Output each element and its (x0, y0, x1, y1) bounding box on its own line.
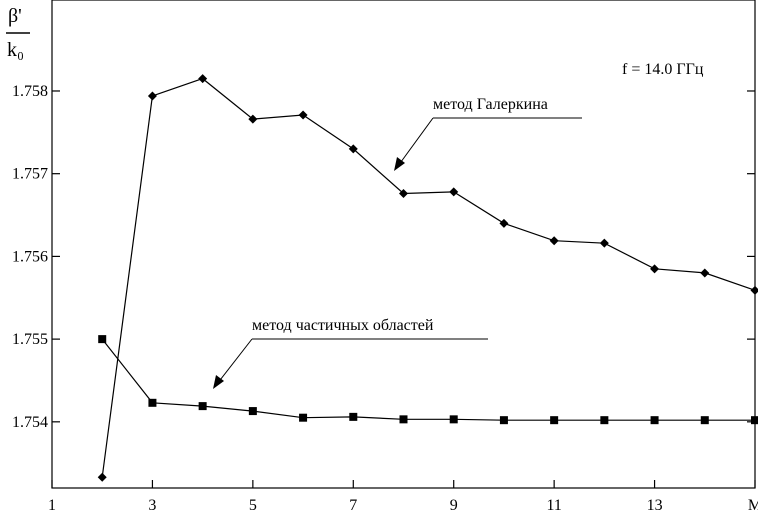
series-line-0 (101, 77, 756, 478)
galerkin-point (97, 472, 107, 482)
partial-domains-point (98, 335, 107, 344)
partial-domains-pointer-line (216, 338, 253, 385)
galerkin-point (549, 236, 559, 246)
partial-domains-point (198, 402, 207, 411)
y-axis-label-denominator: k₀ (7, 39, 24, 61)
galerkin-point (399, 189, 408, 199)
partial-domains-point (248, 407, 257, 416)
partial-domains-point (299, 413, 308, 422)
partial-domains-point (449, 415, 458, 424)
x-tick-label: 9 (450, 497, 458, 514)
galerkin-point (599, 238, 609, 248)
plot-frame (51, 0, 756, 489)
series-line-1 (101, 338, 755, 421)
galerkin-pointer-arrowhead (394, 157, 405, 171)
partial-domains-point (399, 415, 408, 424)
x-tick-label: M (748, 497, 758, 514)
partial-domains-point (499, 416, 508, 425)
x-tick-label: 13 (647, 497, 663, 514)
galerkin-point (147, 91, 157, 101)
galerkin-point (449, 187, 459, 197)
galerkin-point (248, 114, 258, 124)
partial-domains-series-label: метод частичных областей (252, 317, 434, 334)
y-tick-label: 1.754 (12, 414, 48, 431)
y-tick-label: 1.756 (12, 248, 48, 265)
y-tick-label: 1.758 (12, 83, 48, 100)
y-tick-label: 1.757 (12, 166, 48, 183)
partial-domains-point (600, 416, 609, 425)
galerkin-point (700, 268, 710, 278)
partial-domains-point (550, 416, 559, 425)
x-tick-label: 5 (249, 497, 257, 514)
partial-domains-point (349, 412, 358, 421)
galerkin-point (650, 264, 660, 274)
galerkin-point (298, 110, 308, 120)
x-tick-label: 3 (148, 497, 156, 514)
partial-domains-point (650, 416, 659, 425)
y-tick-label: 1.755 (12, 331, 48, 348)
y-axis-label-numerator: β' (8, 5, 22, 27)
galerkin-point (348, 144, 358, 154)
galerkin-pointer-line (397, 117, 434, 167)
y-axis-ticks: 1.754 1.755 1.756 1.757 1.758 (12, 83, 755, 431)
partial-domains-point (700, 416, 709, 425)
galerkin-point (499, 218, 509, 228)
partial-domains-pointer-arrowhead (213, 375, 224, 389)
x-axis-ticks: 1 3 5 7 9 11 13 M (48, 480, 758, 514)
x-tick-label: 1 (48, 497, 56, 514)
galerkin-point (750, 285, 758, 295)
galerkin-point (198, 74, 208, 84)
x-tick-label: 7 (349, 497, 357, 514)
series-layer (97, 74, 758, 482)
partial-domains-point (751, 416, 758, 425)
x-tick-label: 11 (546, 497, 561, 514)
galerkin-series-label: метод Галеркина (433, 96, 548, 113)
partial-domains-point (148, 398, 157, 407)
frequency-annotation: f = 14.0 ГГц (622, 61, 704, 78)
